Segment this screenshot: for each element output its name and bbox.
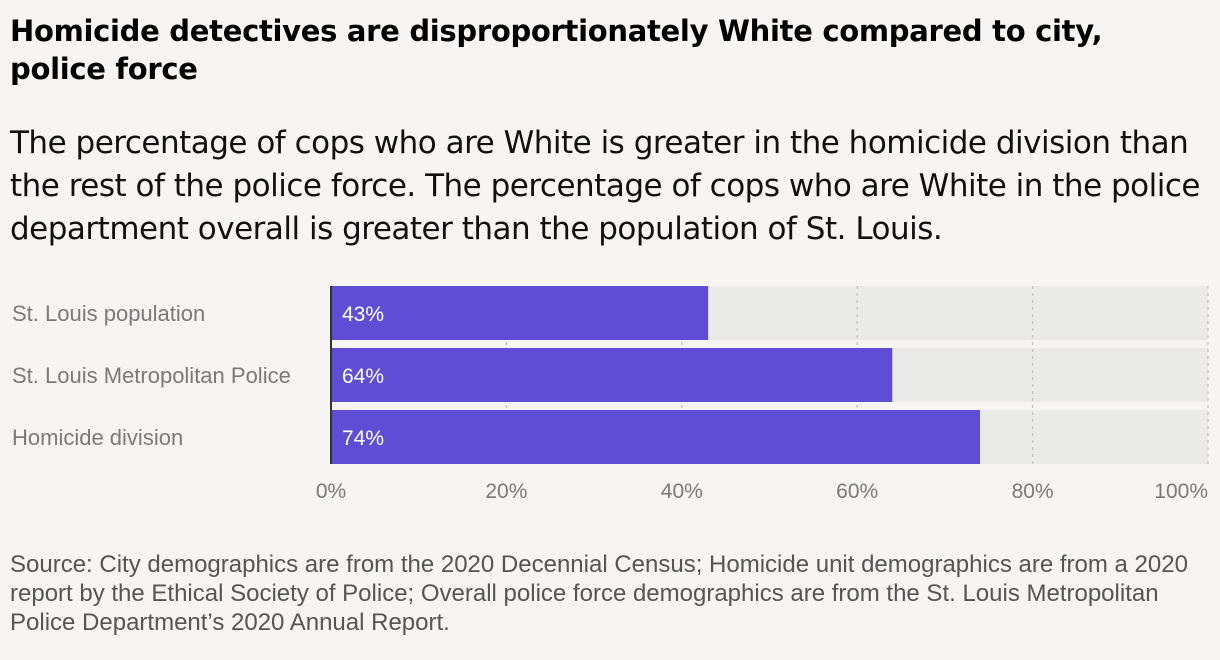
bar: [331, 286, 709, 340]
x-tick-label: 40%: [661, 480, 703, 503]
data-label: 43%: [342, 303, 384, 326]
x-tick-label: 20%: [485, 480, 527, 503]
x-tick-label: 0%: [316, 480, 346, 503]
chart-subtitle: The percentage of cops who are White is …: [10, 125, 1201, 247]
bar: [331, 348, 893, 402]
bar: [331, 410, 980, 464]
data-label: 64%: [342, 365, 384, 388]
category-label: St. Louis Metropolitan Police: [12, 363, 291, 388]
x-tick-label: 60%: [836, 480, 878, 503]
bar-chart: St. Louis population 43% St. Louis Metropo…: [12, 286, 1209, 503]
category-label: Homicide division: [12, 425, 183, 450]
category-label: St. Louis population: [12, 301, 205, 326]
data-label: 74%: [342, 427, 384, 450]
chart-title: Homicide detectives are disproportionate…: [10, 14, 1103, 86]
x-tick-label: 100%: [1154, 480, 1208, 503]
x-tick-label: 80%: [1012, 480, 1054, 503]
source-note: Source: City demographics are from the 2…: [10, 551, 1188, 636]
